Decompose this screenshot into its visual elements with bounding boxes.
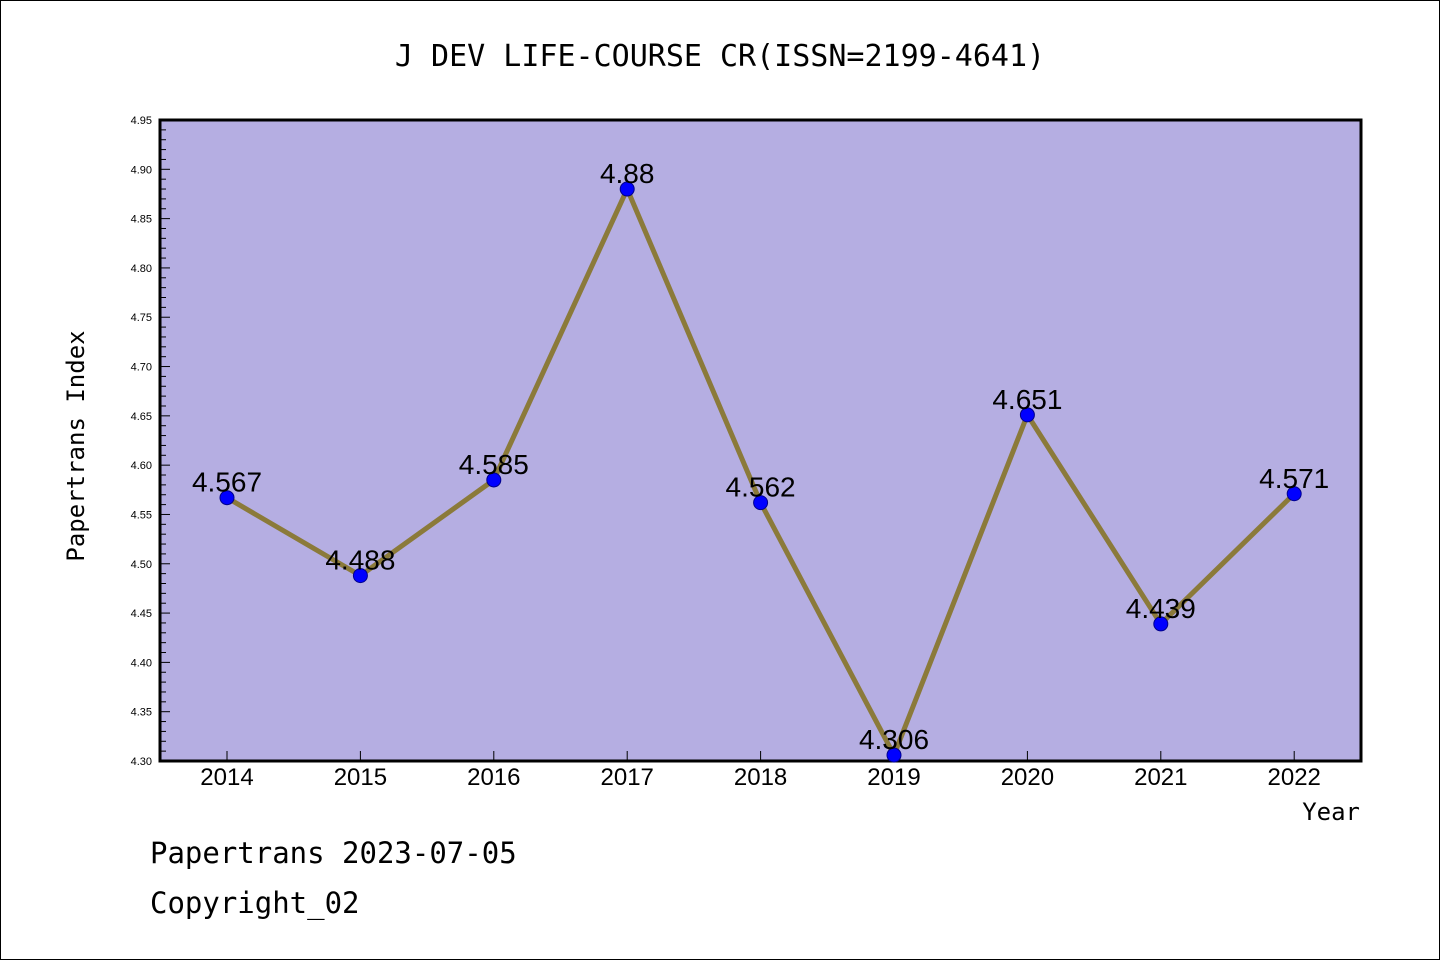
data-label: 4.306 <box>859 724 929 755</box>
data-point <box>753 495 769 511</box>
y-tick-label: 4.40 <box>131 657 152 669</box>
data-point <box>352 568 368 584</box>
data-label: 4.88 <box>600 158 655 189</box>
y-tick-label: 4.80 <box>131 263 152 275</box>
y-tick-label: 4.85 <box>131 214 152 226</box>
x-axis: 2014 2015 2016 2017 2018 2019 2020 2021 2022 <box>200 751 1321 791</box>
data-point <box>1286 486 1302 502</box>
data-point <box>1153 616 1169 632</box>
x-tick-label: 2021 <box>1134 764 1187 791</box>
x-axis-label: Year <box>1302 798 1360 826</box>
x-tick-label: 2015 <box>334 764 387 791</box>
y-tick-label: 4.60 <box>131 460 152 472</box>
y-axis-label: Papertrans Index <box>62 330 90 561</box>
data-label: 4.439 <box>1126 593 1196 624</box>
y-tick-label: 4.70 <box>131 362 152 374</box>
data-point <box>886 747 902 763</box>
data-label: 4.562 <box>726 472 796 503</box>
data-label: 4.567 <box>192 467 262 498</box>
footer-date: Papertrans 2023-07-05 <box>150 836 517 870</box>
y-tick-label: 4.30 <box>131 756 152 768</box>
y-tick-label: 4.45 <box>131 608 152 620</box>
x-tick-label: 2016 <box>467 764 520 791</box>
plot-area <box>158 118 1363 763</box>
data-label: 4.571 <box>1259 463 1329 494</box>
x-tick-label: 2017 <box>601 764 654 791</box>
x-tick-label: 2020 <box>1001 764 1054 791</box>
y-tick-label: 4.35 <box>131 707 152 719</box>
data-point <box>619 181 635 197</box>
data-point <box>1019 407 1035 423</box>
y-axis: 4.30 4.35 4.40 4.45 4.50 4.55 4.60 4.65 4.70 4.75… <box>131 115 170 768</box>
y-tick-label: 4.95 <box>131 115 152 127</box>
y-tick-label: 4.90 <box>131 164 152 176</box>
footer-copyright: Copyright_02 <box>150 886 360 920</box>
data-markers <box>219 181 1302 763</box>
data-label: 4.585 <box>459 449 529 480</box>
x-tick-label: 2022 <box>1268 764 1321 791</box>
chart-title: J DEV LIFE-COURSE CR(ISSN=2199-4641) <box>395 39 1045 74</box>
data-label: 4.651 <box>992 384 1062 415</box>
y-tick-label: 4.55 <box>131 509 152 521</box>
data-point <box>486 472 502 488</box>
y-tick-label: 4.50 <box>131 559 152 571</box>
data-point <box>219 490 235 506</box>
x-tick-label: 2014 <box>200 764 253 791</box>
x-tick-label: 2018 <box>734 764 787 791</box>
y-tick-label: 4.75 <box>131 312 152 324</box>
data-labels: 4.567 4.488 4.585 4.88 4.562 4.306 4.651 4.439 4… <box>192 158 1329 755</box>
x-tick-label: 2019 <box>867 764 920 791</box>
y-tick-label: 4.65 <box>131 411 152 423</box>
data-label: 4.488 <box>325 545 395 576</box>
